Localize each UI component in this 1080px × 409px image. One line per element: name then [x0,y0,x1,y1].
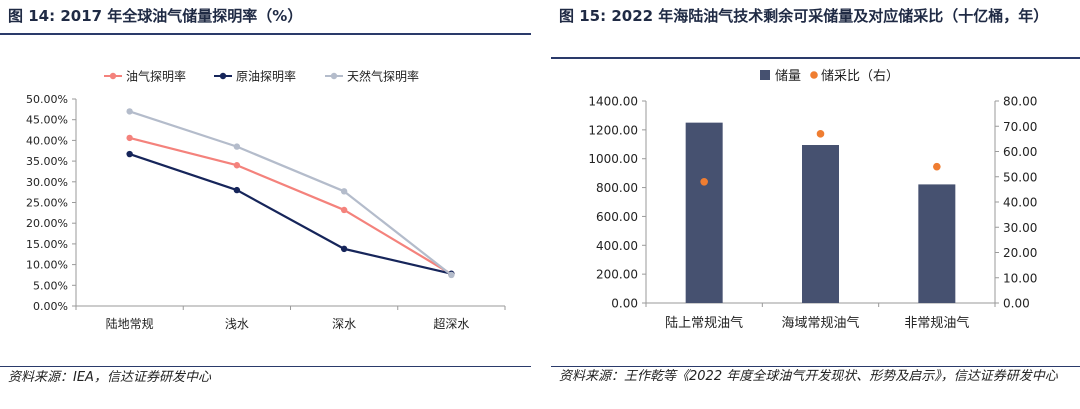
left-source: 资料来源：IEA，信达证券研发中心 [8,370,211,385]
y-tick-label: 20.00% [26,217,68,230]
y-tick-label: 5.00% [33,279,68,292]
y-left-tick-label: 0.00 [611,297,638,311]
legend-label: 天然气探明率 [347,69,419,84]
series-point [448,271,455,279]
scatter-point [700,178,708,186]
x-tick-label: 深水 [332,317,356,331]
y-tick-label: 25.00% [26,197,68,210]
y-right-tick-label: 30.00 [1003,221,1037,235]
right-figure: 图 15: 2022 年海陆油气技术剩余可采储量及对应储采比（十亿桶，年） 0.… [551,0,1080,409]
y-tick-label: 15.00% [26,238,68,251]
right-figure-title: 图 15: 2022 年海陆油气技术剩余可采储量及对应储采比（十亿桶，年） [559,7,1049,25]
y-right-tick-label: 0.00 [1003,297,1030,311]
right-source: 资料来源：王作乾等《2022 年度全球油气开发现状、形势及启示》，信达证券研发中… [559,369,1058,384]
series-point [126,134,133,142]
y-left-tick-label: 400.00 [596,239,638,253]
x-tick-label: 陆上常规油气 [665,315,743,331]
bar [685,122,723,303]
legend-label: 储采比（右） [821,69,899,84]
y-left-tick-label: 1400.00 [588,95,638,109]
y-tick-label: 45.00% [26,114,68,127]
x-tick-label: 海域常规油气 [781,315,859,331]
y-left-tick-label: 600.00 [596,210,638,224]
series-line [129,110,453,276]
y-tick-label: 35.00% [26,155,68,168]
scatter-point [933,162,941,171]
series-point [233,143,241,150]
legend-swatch-dot [810,71,818,79]
left-figure: 图 14: 2017 年全球油气储量探明率（%） 0.00% 5.00% 10.00… [0,0,531,409]
y-right-tick-label: 60.00 [1003,145,1037,159]
y-tick-label: 30.00% [26,176,68,189]
y-tick-label: 40.00% [26,134,68,147]
y-right-tick-label: 20.00 [1003,246,1037,260]
y-tick-label: 10.00% [26,259,68,272]
y-left-tick-label: 1000.00 [588,152,638,166]
bar [918,184,956,303]
y-right-tick-label: 40.00 [1003,196,1037,210]
legend-swatch-dot [330,72,338,80]
scatter-point [816,130,825,138]
y-tick-label: 50.00% [26,93,68,106]
y-left-tick-label: 800.00 [596,181,638,195]
x-tick-label: 浅水 [225,317,249,331]
x-tick-label: 超深水 [433,316,469,331]
right-source-rule [551,366,1080,367]
legend-swatch-dot [109,72,117,80]
y-right-tick-label: 50.00 [1003,170,1037,184]
series-point [126,150,133,158]
left-title-rule [0,33,531,35]
right-title-rule [551,57,1080,59]
series-point [340,188,348,195]
legend-label: 储量 [775,69,801,84]
series-point [340,245,348,253]
y-left-tick-label: 200.00 [596,268,638,282]
legend-label: 油气探明率 [126,69,186,84]
series-point [233,162,241,169]
legend-label: 原油探明率 [236,69,296,84]
line-chart: 0.00% 5.00% 10.00% 15.00% 20.00% 25.00% 30.00%… [26,69,506,331]
left-source-rule [0,366,531,367]
legend-swatch-bar [760,70,770,80]
y-right-tick-label: 80.00 [1003,95,1037,109]
bar-chart: 0.00 200.00 400.00 600.00 800.00 1000.00 1200.… [588,69,1037,331]
y-tick-label: 0.00% [33,300,68,313]
left-figure-title: 图 14: 2017 年全球油气储量探明率（%） [8,7,303,25]
series-point [340,206,348,214]
series-point [126,108,133,115]
y-right-tick-label: 70.00 [1003,120,1037,134]
y-left-tick-label: 1200.00 [588,123,638,137]
bar [802,145,839,303]
series-point [233,186,241,194]
series-line [129,136,452,276]
x-tick-label: 非常规油气 [904,315,969,331]
x-tick-label: 陆地常规 [106,316,154,331]
y-right-tick-label: 10.00 [1003,271,1037,285]
legend-swatch-dot [219,72,227,80]
series-line [129,153,452,275]
